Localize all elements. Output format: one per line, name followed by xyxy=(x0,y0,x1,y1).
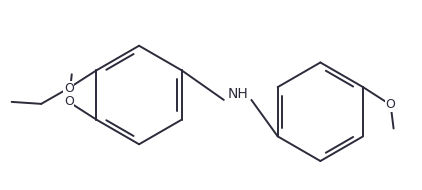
Text: O: O xyxy=(64,82,74,95)
Text: NH: NH xyxy=(227,87,248,101)
Text: O: O xyxy=(386,98,395,111)
Text: O: O xyxy=(64,95,74,108)
